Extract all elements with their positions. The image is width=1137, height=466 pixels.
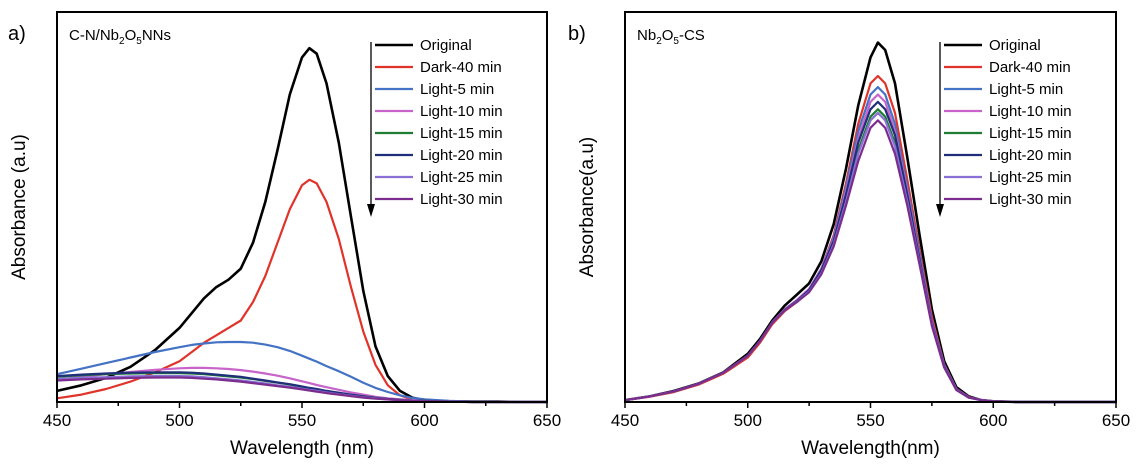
- y-axis-label: Absorbance (a.u): [9, 134, 30, 280]
- x-tick-label: 650: [1102, 411, 1130, 430]
- x-tick-label: 600: [410, 411, 438, 430]
- panel-title: C-N/Nb2O5NNs: [69, 27, 171, 47]
- legend-entry: Light-20 min: [989, 147, 1072, 164]
- chart-panel-a: a) 450 500 550 600 650 Wavelength (nm) Absorban…: [8, 11, 561, 459]
- legend-entry: Light-5 min: [420, 81, 494, 98]
- legend-entry: Light-30 min: [989, 191, 1072, 208]
- y-axis-label: Absorbance(a.u): [577, 137, 598, 277]
- panel-title-part: 5: [136, 36, 142, 47]
- panel-label: a): [8, 23, 26, 45]
- x-tick-label: 450: [43, 411, 71, 430]
- panel-label: b): [568, 23, 586, 45]
- x-tick-label: 600: [979, 411, 1007, 430]
- panel-title: Nb2O5-CS: [637, 27, 705, 47]
- x-axis-label: Wavelength(nm): [801, 438, 940, 459]
- legend-entry: Light-25 min: [420, 169, 503, 186]
- legend-entry: Original: [989, 37, 1041, 54]
- panel-title-part: Nb: [637, 27, 656, 44]
- x-tick-label: 500: [734, 411, 762, 430]
- panel-title-part: -CS: [679, 27, 705, 44]
- panel-title-part: 5: [673, 36, 679, 47]
- legend-entry: Light-15 min: [420, 125, 503, 142]
- series-line-1: [56, 178, 547, 404]
- series-line-0: [56, 46, 547, 404]
- panel-title-part: 2: [119, 36, 125, 47]
- panel-title-part: O: [125, 27, 137, 44]
- legend-entry: Light-30 min: [420, 191, 503, 208]
- legend-entry: Light-10 min: [989, 103, 1072, 120]
- legend-entry: Dark-40 min: [420, 59, 502, 76]
- x-axis-label: Wavelength (nm): [230, 438, 374, 459]
- time-arrow-head: [936, 204, 944, 217]
- series-line-2: [56, 340, 547, 404]
- x-tick-label: 650: [533, 411, 561, 430]
- panel-title-part: 2: [656, 36, 662, 47]
- chart-panel-b: b) 450 500 550 600 650 Wavelength(nm) Absorbanc…: [568, 11, 1130, 459]
- legend-entry: Light-5 min: [989, 81, 1063, 98]
- panel-title-part: O: [662, 27, 674, 44]
- time-arrow-head: [367, 204, 375, 217]
- panel-title-part: NNs: [142, 27, 171, 44]
- legend-entry: Original: [420, 37, 472, 54]
- legend-entry: Dark-40 min: [989, 59, 1071, 76]
- legend-entry: Light-10 min: [420, 103, 503, 120]
- legend-entry: Light-25 min: [989, 169, 1072, 186]
- x-tick-label: 450: [611, 411, 639, 430]
- legend-entry: Light-20 min: [420, 147, 503, 164]
- x-tick-label: 550: [856, 411, 884, 430]
- legend-entry: Light-15 min: [989, 125, 1072, 142]
- x-tick-label: 500: [165, 411, 193, 430]
- panel-title-part: C-N/Nb: [69, 27, 119, 44]
- x-tick-label: 550: [288, 411, 316, 430]
